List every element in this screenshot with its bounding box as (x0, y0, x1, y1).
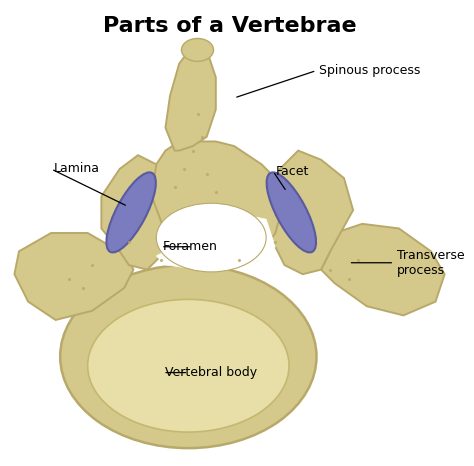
Text: Spinous process: Spinous process (319, 64, 420, 77)
Ellipse shape (266, 172, 316, 253)
Ellipse shape (106, 172, 156, 253)
Polygon shape (156, 206, 275, 270)
Text: Vertebral body: Vertebral body (165, 366, 257, 379)
Ellipse shape (182, 39, 213, 62)
Polygon shape (14, 233, 133, 320)
Ellipse shape (88, 299, 289, 432)
Ellipse shape (60, 265, 317, 448)
Polygon shape (152, 142, 284, 265)
Polygon shape (266, 151, 353, 274)
Text: Transverse
process: Transverse process (397, 249, 464, 277)
Polygon shape (101, 155, 174, 270)
Ellipse shape (156, 203, 266, 272)
Text: Facet: Facet (275, 164, 309, 178)
Text: Lamina: Lamina (54, 163, 100, 175)
Text: Parts of a Vertebrae: Parts of a Vertebrae (103, 15, 356, 35)
Text: Foramen: Foramen (163, 240, 218, 253)
Polygon shape (165, 45, 216, 151)
Polygon shape (321, 224, 445, 315)
